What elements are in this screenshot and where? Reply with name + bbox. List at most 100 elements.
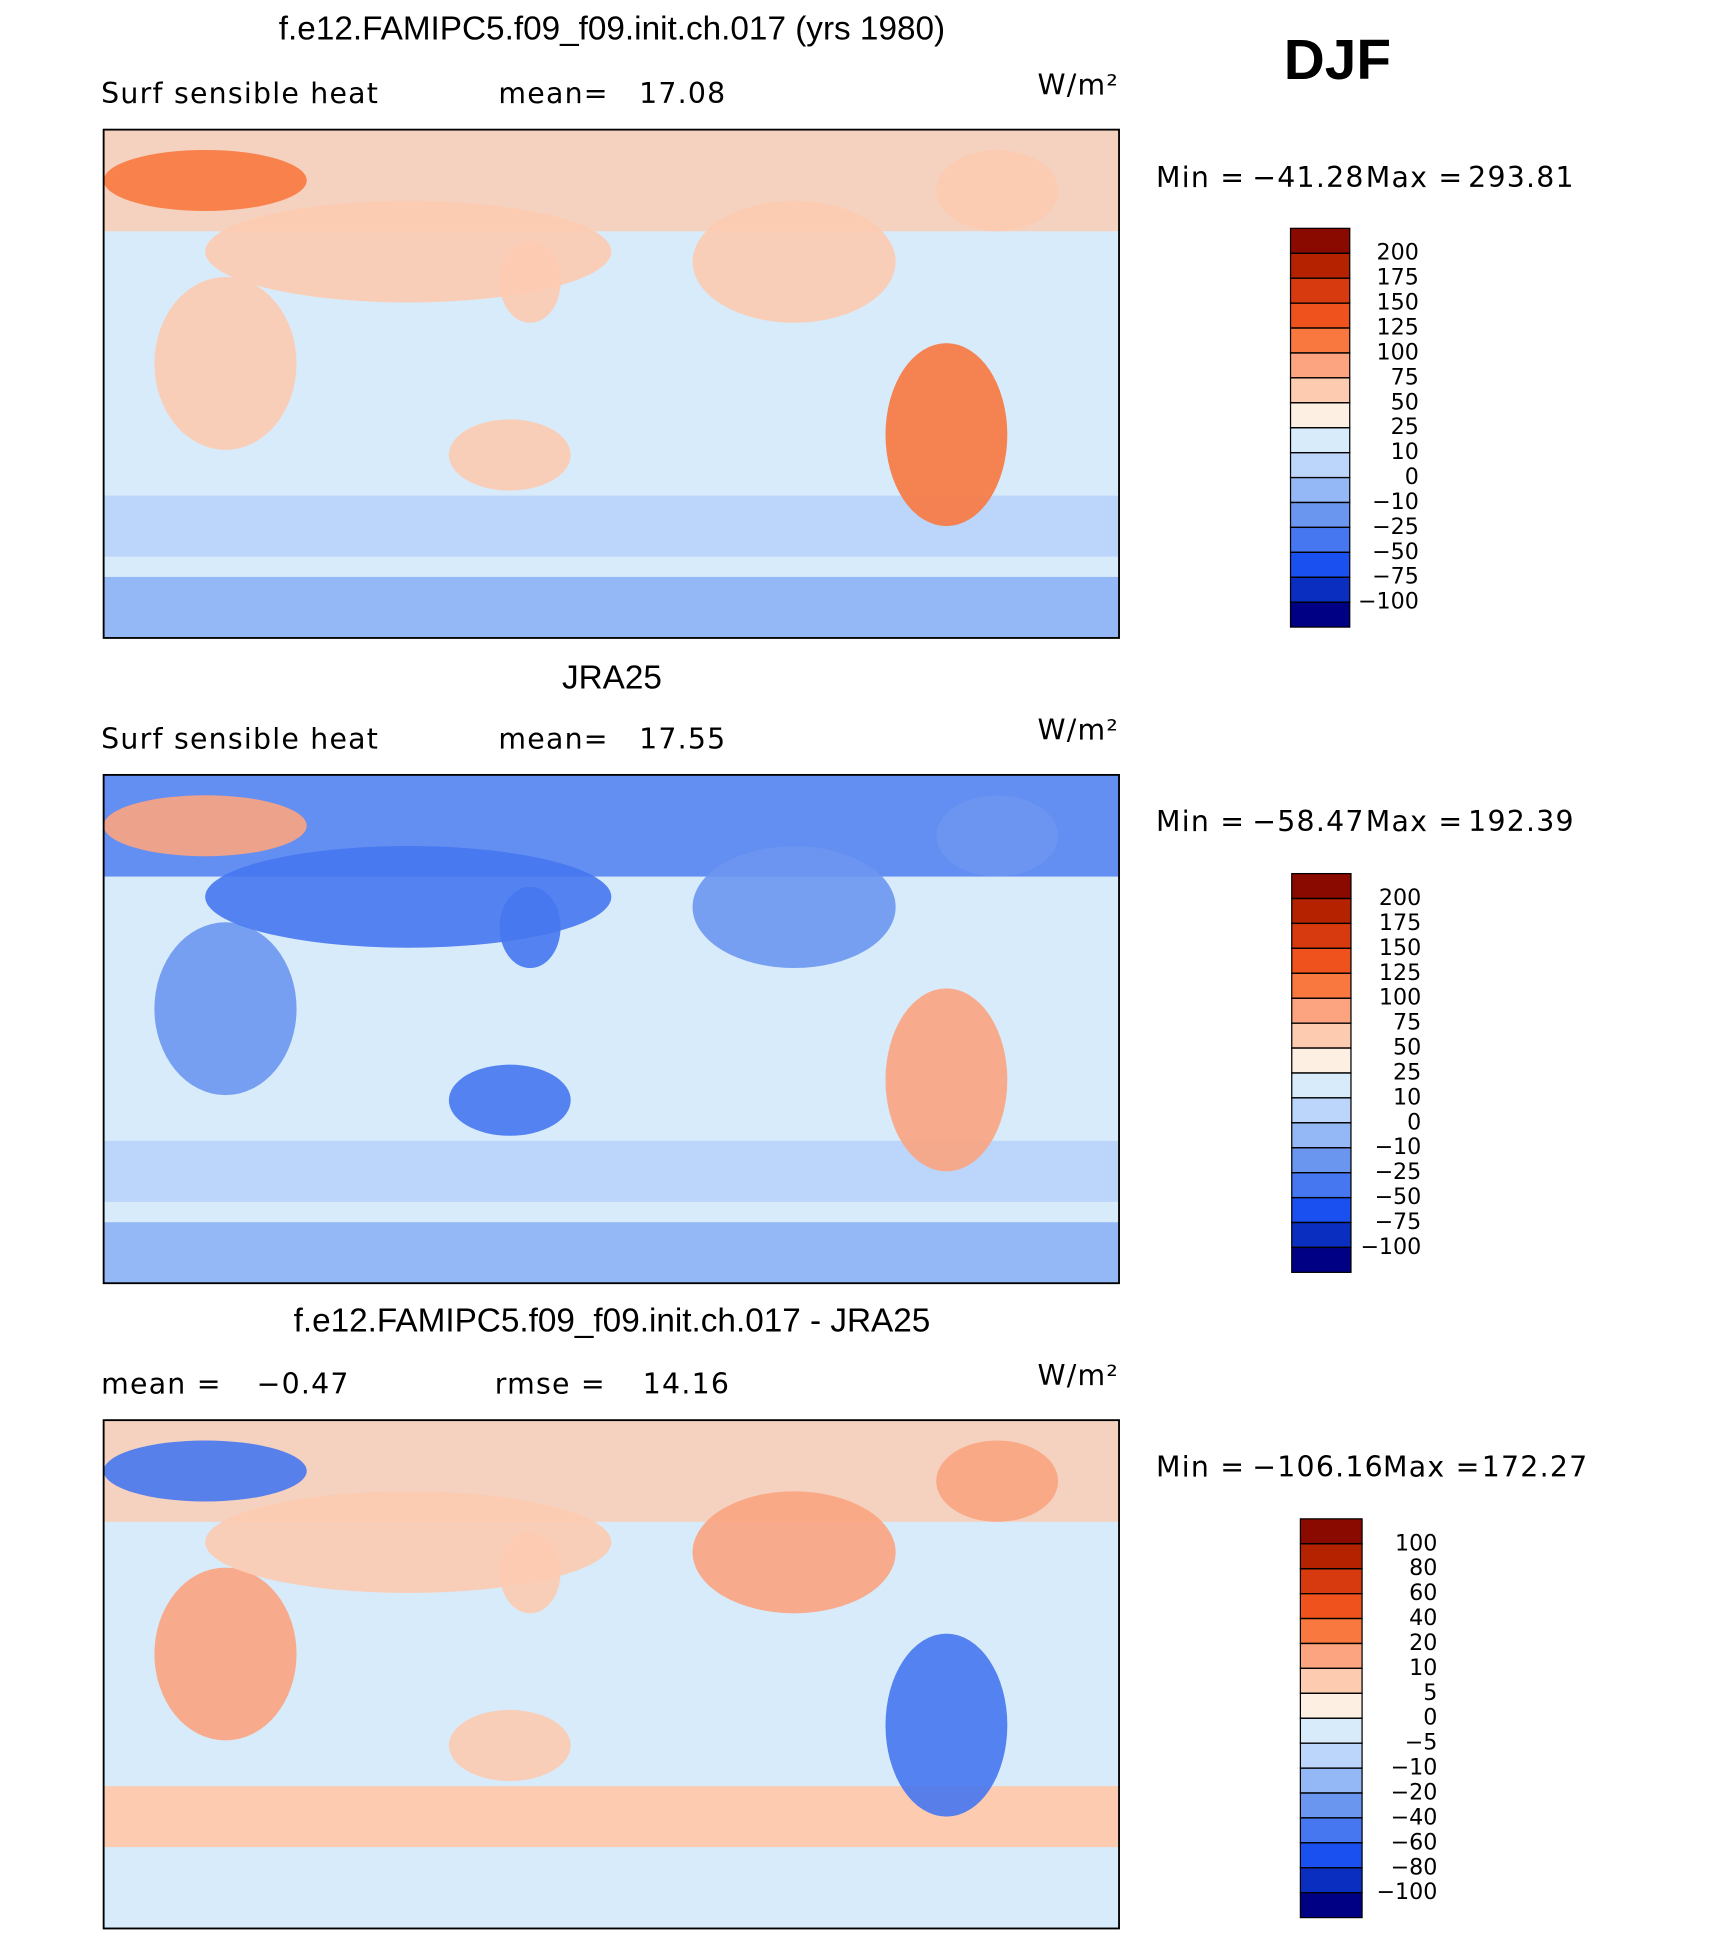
map-region (154, 922, 297, 1096)
colorbar-box (1299, 1692, 1363, 1719)
colorbar-box (1291, 972, 1352, 999)
colorbar-label: 75 (1391, 364, 1419, 390)
colorbar-box (1291, 1172, 1352, 1199)
colorbar-box (1289, 402, 1351, 429)
colorbar-label: 50 (1393, 1035, 1421, 1061)
units: W/m² (1037, 714, 1119, 747)
colorbar-label: −25 (1372, 514, 1419, 540)
min-value: −58.47 (1252, 805, 1364, 838)
colorbar-box (1299, 1568, 1363, 1595)
colorbar-box (1291, 897, 1352, 925)
colorbar-box (1289, 277, 1351, 304)
colorbar-label: −100 (1358, 589, 1419, 615)
max-value: 293.81 (1468, 161, 1575, 194)
mean-value: −0.47 (257, 1368, 350, 1401)
map (103, 129, 1120, 638)
panel-title: f.e12.FAMIPC5.f09_f09.init.ch.017 (yrs 1… (279, 11, 945, 48)
map-region (103, 795, 307, 857)
colorbar-box (1291, 1122, 1352, 1149)
colorbar-label: −25 (1374, 1159, 1421, 1185)
map-antarctica (103, 1222, 1120, 1284)
colorbar-box (1299, 1817, 1363, 1844)
map-region (499, 886, 561, 969)
colorbar-label: 60 (1409, 1580, 1437, 1606)
map-region (692, 200, 896, 323)
colorbar-label: 0 (1405, 464, 1419, 490)
rmse-value: 14.16 (643, 1368, 730, 1401)
figure-title: DJF (1284, 29, 1391, 92)
colorbar-box (1289, 427, 1351, 454)
colorbar-box (1291, 1022, 1352, 1049)
colorbar-label: 125 (1376, 315, 1418, 341)
mean-label: mean= (498, 722, 608, 755)
mean-label: mean= (498, 77, 608, 110)
mean-value: 17.55 (639, 722, 726, 755)
colorbar-box (1289, 526, 1351, 553)
colorbar-label: −20 (1391, 1779, 1438, 1805)
colorbar-label: −50 (1372, 539, 1419, 565)
colorbar-label: 50 (1391, 389, 1419, 415)
colorbar-box (1291, 1221, 1352, 1249)
colorbar-label: 25 (1391, 414, 1419, 440)
map (103, 1420, 1120, 1929)
colorbar-box (1289, 452, 1351, 479)
colorbar-label: 25 (1393, 1059, 1421, 1085)
variable-label: Surf sensible heat (101, 77, 379, 110)
colorbar-label: −100 (1360, 1234, 1421, 1260)
colorbar-box (1299, 1742, 1363, 1769)
colorbar-box (1299, 1717, 1363, 1744)
colorbar-label: 40 (1409, 1605, 1437, 1631)
max-label: Max = (1366, 805, 1464, 838)
map-region (885, 988, 1008, 1172)
colorbar-label: −75 (1374, 1209, 1421, 1235)
colorbar-label: 10 (1409, 1655, 1437, 1681)
mean-value: 17.08 (639, 77, 726, 110)
colorbar-label: 0 (1423, 1705, 1437, 1731)
colorbar-box (1299, 1892, 1363, 1919)
panel-title: JRA25 (562, 660, 662, 697)
map-antarctica (103, 1867, 1120, 1929)
colorbar-box (1299, 1792, 1363, 1819)
colorbar-label: 100 (1379, 985, 1421, 1011)
colorbar-box (1289, 327, 1351, 354)
map-region (499, 241, 561, 323)
colorbar-label: −40 (1391, 1804, 1438, 1830)
colorbar-label: 75 (1393, 1010, 1421, 1036)
colorbar-label: 100 (1395, 1530, 1437, 1556)
colorbar-box (1289, 576, 1351, 603)
colorbar-label: 175 (1379, 910, 1421, 936)
map-region (154, 1567, 297, 1741)
units: W/m² (1037, 1359, 1119, 1392)
colorbar-box (1289, 352, 1351, 379)
colorbar-label: 200 (1379, 885, 1421, 911)
mean-label: mean = (101, 1368, 222, 1401)
colorbar-label: 100 (1376, 339, 1418, 365)
min-value: −106.16 (1252, 1450, 1384, 1483)
min-value: −41.28 (1252, 161, 1364, 194)
colorbar-label: 150 (1376, 290, 1418, 316)
colorbar-label: −10 (1372, 489, 1419, 515)
colorbar-box (1291, 947, 1352, 974)
colorbar-box (1291, 1047, 1352, 1074)
min-label: Min = (1156, 161, 1245, 194)
colorbar-label: −75 (1372, 564, 1419, 590)
map-region (692, 1491, 896, 1614)
map-region (936, 149, 1059, 232)
colorbar-box (1299, 1518, 1363, 1545)
colorbar-box (1289, 501, 1351, 529)
colorbar-box (1299, 1767, 1363, 1794)
panel-title: f.e12.FAMIPC5.f09_f09.init.ch.017 - JRA2… (294, 1302, 931, 1339)
colorbar-label: 125 (1379, 960, 1421, 986)
colorbar-label: 20 (1409, 1630, 1437, 1656)
colorbar-label: −50 (1374, 1184, 1421, 1210)
map-region (103, 1440, 307, 1502)
map-frame (102, 773, 1120, 1285)
units: W/m² (1037, 68, 1119, 101)
colorbar-label: −60 (1391, 1829, 1438, 1855)
colorbar-label: 175 (1376, 265, 1418, 291)
colorbar-box (1289, 601, 1351, 628)
rmse-label: rmse = (495, 1368, 606, 1401)
variable-label: Surf sensible heat (101, 722, 379, 755)
max-value: 172.27 (1482, 1450, 1589, 1483)
colorbar-box (1289, 551, 1351, 578)
